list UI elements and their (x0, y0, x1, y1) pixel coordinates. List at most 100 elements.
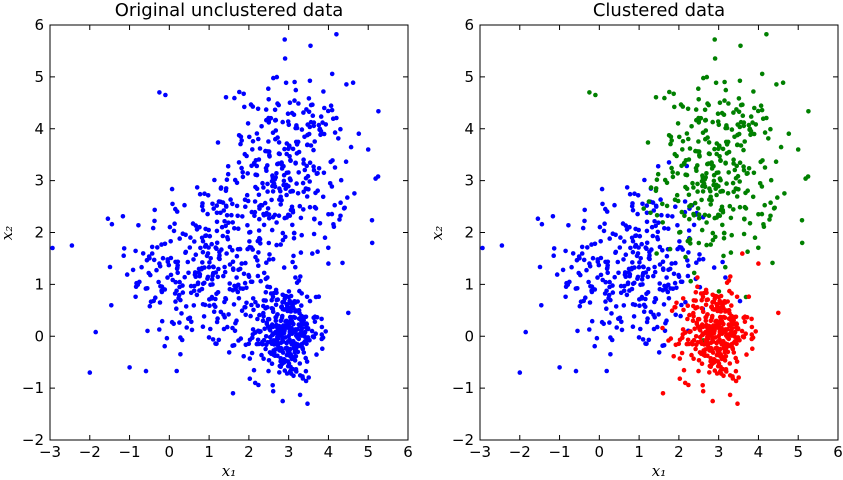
scatter-point (154, 267, 159, 273)
scatter-point (729, 303, 734, 308)
scatter-point (736, 187, 741, 192)
x-tick-label: −1 (548, 443, 570, 461)
scatter-point (263, 334, 269, 339)
scatter-point (348, 144, 354, 150)
scatter-point (277, 151, 283, 157)
scatter-point (752, 235, 758, 240)
scatter-point (232, 177, 238, 183)
scatter-point (306, 96, 312, 101)
scatter-point (660, 201, 665, 207)
scatter-point (273, 324, 279, 329)
scatter-point (644, 210, 650, 216)
scatter-point (705, 161, 710, 167)
scatter-point (582, 207, 587, 213)
scatter-point (704, 297, 709, 303)
scatter-point (146, 270, 151, 276)
scatter-point (321, 89, 326, 94)
x-tick-label: 2 (244, 443, 254, 461)
y-tick-label: 4 (34, 120, 44, 138)
scatter-point (700, 175, 706, 181)
scatter-point (618, 290, 624, 296)
scatter-point (175, 263, 180, 268)
scatter-point (271, 342, 277, 347)
scatter-point (693, 346, 698, 352)
scatter-point (608, 352, 613, 357)
scatter-point (630, 324, 636, 330)
scatter-point (256, 382, 261, 388)
scatter-point (664, 253, 670, 259)
scatter-point (287, 331, 293, 336)
scatter-point (274, 290, 279, 296)
scatter-point (700, 331, 706, 336)
scatter-point (697, 154, 702, 159)
scatter-point (599, 186, 605, 192)
scatter-point (617, 315, 623, 321)
scatter-point (627, 191, 633, 197)
scatter-point (605, 270, 610, 276)
scatter-point (539, 303, 544, 308)
scatter-point (691, 222, 697, 228)
scatter-point (655, 171, 661, 177)
scatter-point (737, 204, 743, 210)
scatter-point (705, 333, 711, 338)
scatter-point (121, 246, 127, 251)
scatter-point (269, 227, 275, 233)
scatter-point (711, 265, 717, 270)
scatter-point (677, 244, 682, 250)
scatter-point (251, 307, 256, 313)
scatter-point (645, 290, 651, 295)
scatter-point (629, 235, 635, 241)
scatter-point (608, 297, 613, 303)
scatter-point (577, 303, 583, 309)
scatter-point (666, 282, 671, 288)
scatter-point (674, 300, 679, 306)
scatter-point (712, 323, 718, 329)
scatter-point (272, 212, 278, 218)
scatter-point (328, 159, 334, 165)
scatter-point (726, 278, 732, 283)
scatter-point (684, 341, 690, 347)
scatter-point (162, 343, 167, 349)
scatter-point (618, 235, 623, 240)
scatter-point (230, 259, 236, 265)
scatter-point (274, 297, 280, 303)
scatter-point (635, 211, 640, 217)
scatter-point (691, 303, 696, 309)
scatter-point (312, 204, 318, 210)
scatter-point (603, 259, 608, 265)
scatter-point (194, 185, 200, 190)
scatter-point (299, 127, 305, 132)
scatter-point (307, 78, 313, 84)
scatter-point (303, 368, 309, 374)
scatter-point (271, 181, 277, 186)
scatter-point (240, 286, 246, 292)
scatter-point (152, 218, 157, 224)
scatter-point (214, 210, 220, 216)
scatter-point (660, 220, 665, 225)
scatter-point (284, 151, 290, 157)
scatter-point (217, 253, 222, 258)
scatter-point (700, 189, 706, 194)
scatter-point (295, 335, 301, 341)
scatter-point (709, 315, 715, 321)
scatter-point (730, 346, 735, 351)
scatter-point (594, 335, 600, 341)
scatter-point (619, 327, 625, 333)
scatter-point (723, 367, 729, 372)
scatter-point (290, 303, 296, 309)
scatter-point (283, 346, 288, 351)
scatter-point (310, 251, 315, 256)
scatter-point (661, 267, 666, 273)
scatter-point (700, 309, 706, 315)
scatter-point (280, 119, 286, 125)
scatter-point (199, 203, 205, 209)
scatter-point (703, 324, 709, 329)
scatter-point (191, 303, 197, 308)
scatter-point (764, 115, 769, 121)
scatter-point (326, 212, 331, 217)
scatter-point (218, 309, 224, 315)
scatter-point (610, 290, 616, 295)
scatter-point (283, 80, 289, 86)
scatter-point (701, 181, 707, 186)
scatter-point (272, 107, 278, 113)
